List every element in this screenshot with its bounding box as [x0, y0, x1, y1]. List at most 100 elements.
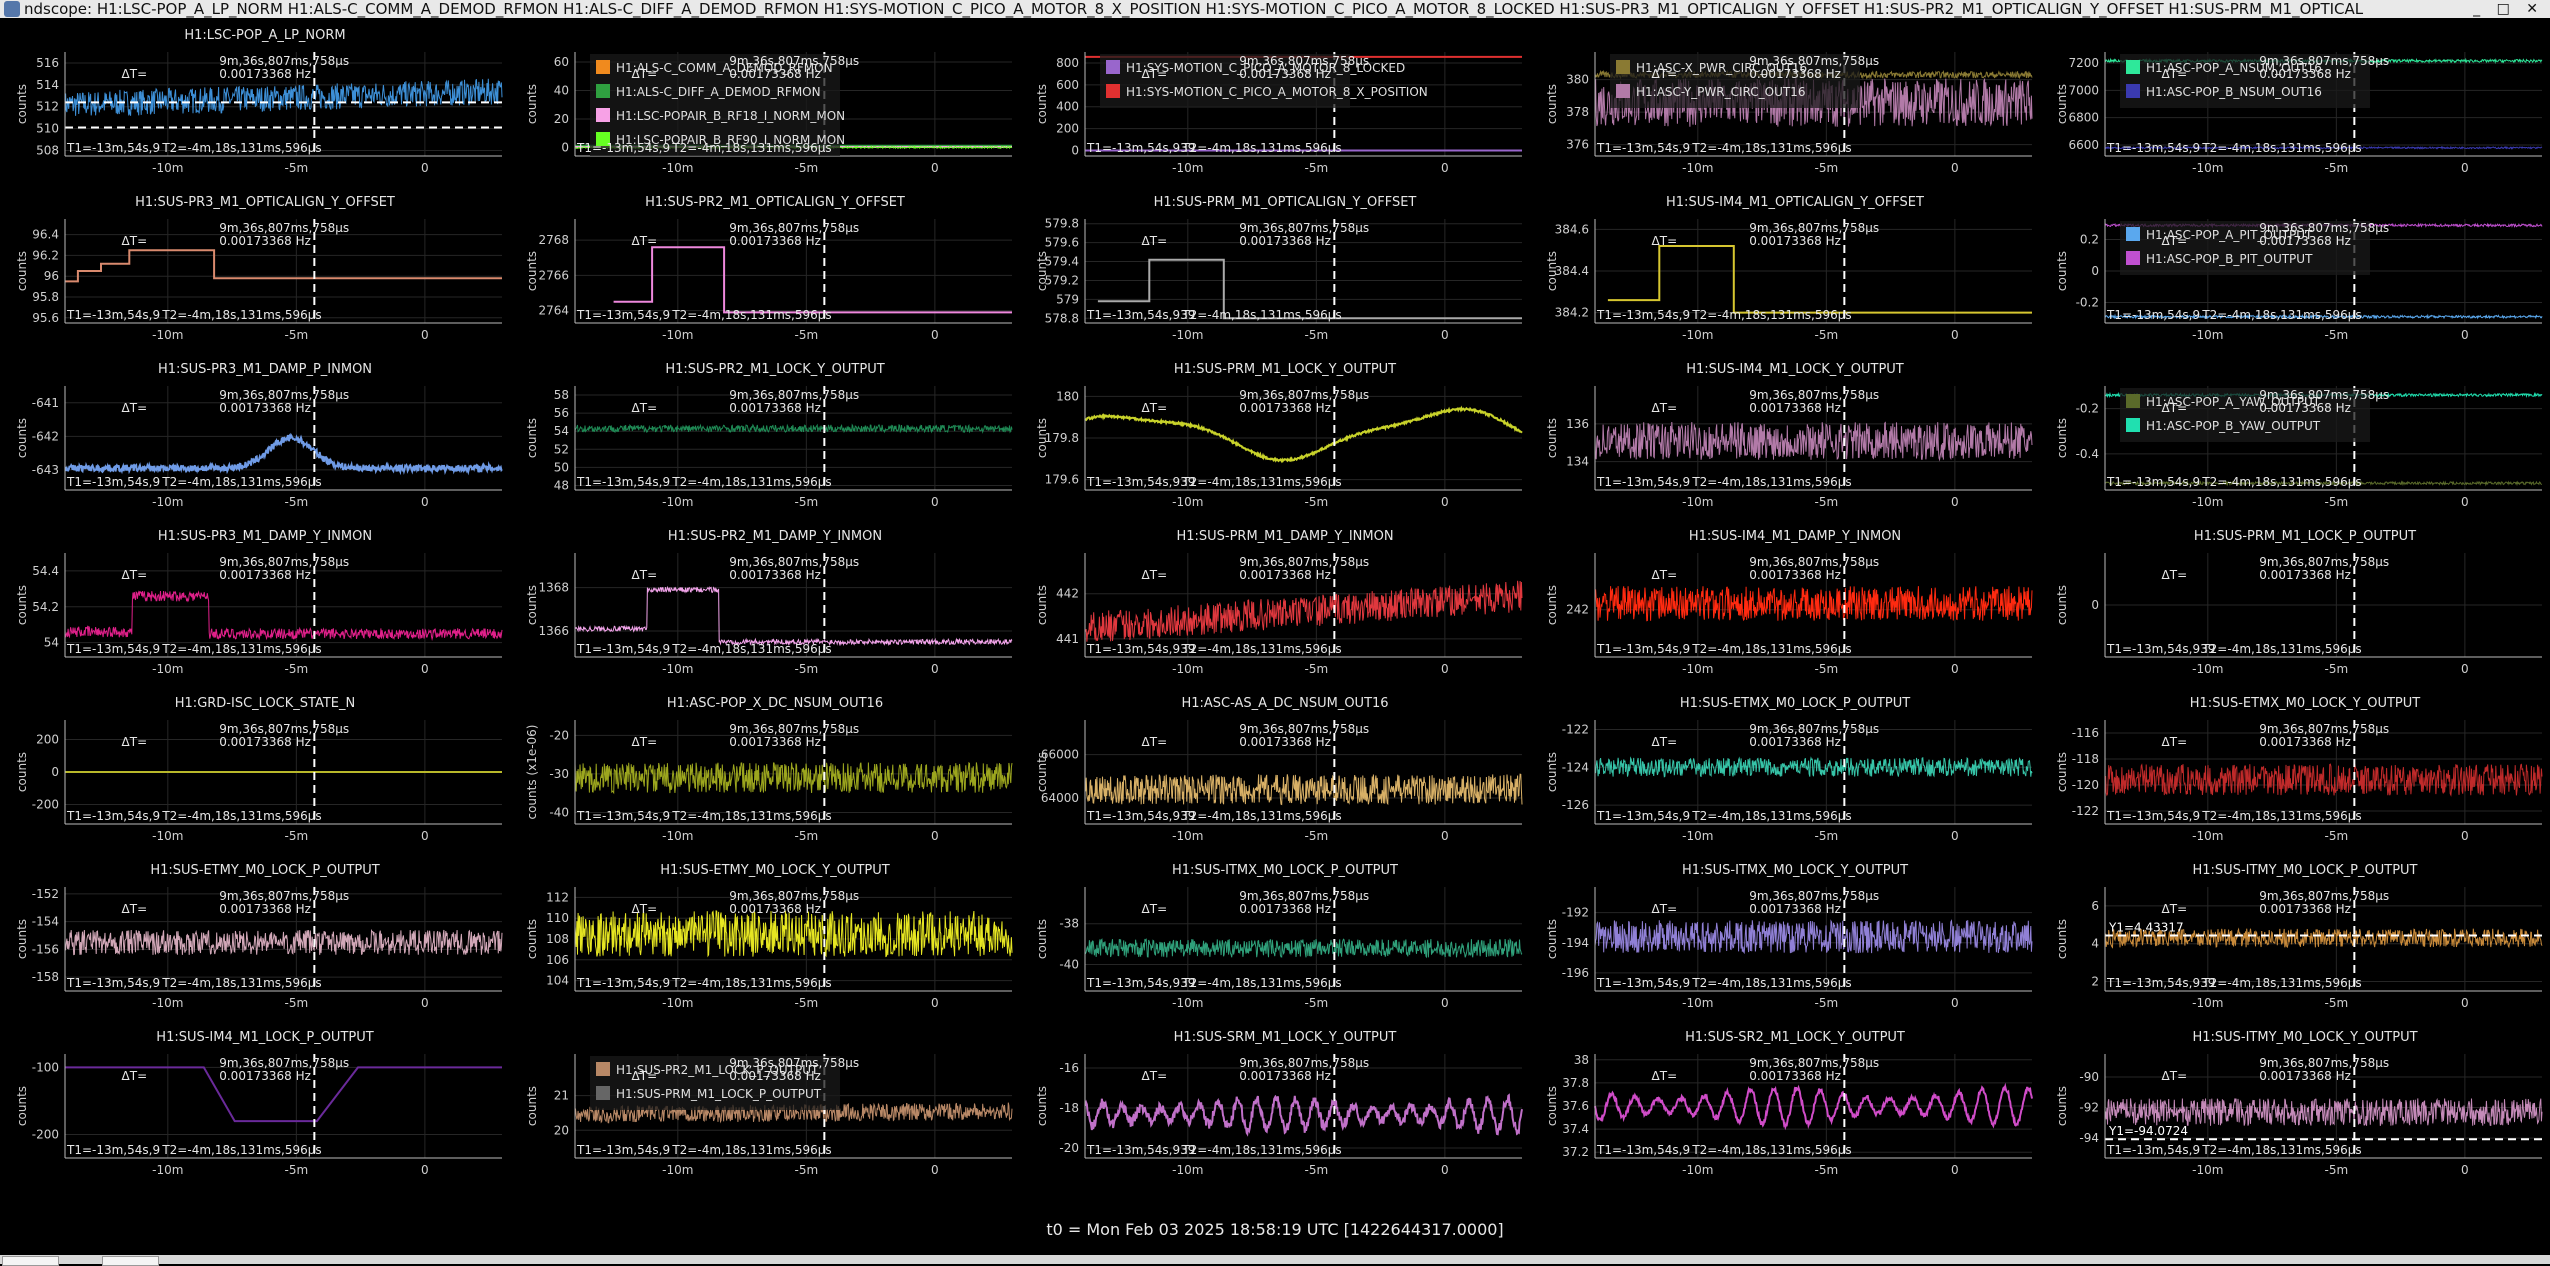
x-tick-label: 0 — [931, 662, 939, 676]
y-tick-label: -92 — [2079, 1101, 2099, 1115]
delta-t-label: ΔT= — [1652, 1069, 1678, 1083]
frequency-readout: 0.00173368 Hz — [2259, 67, 2351, 81]
frequency-readout: 0.00173368 Hz — [729, 568, 821, 582]
y-tick-label: 104 — [546, 974, 569, 988]
x-tick-label: -10m — [662, 161, 693, 175]
x-tick-label: -5m — [285, 495, 309, 509]
y-tick-label: -40 — [1059, 957, 1079, 971]
x-tick-label: 0 — [1951, 829, 1959, 843]
legend-entry: H1:SYS-MOTION_C_PICO_A_MOTOR_8_X_POSITIO… — [1126, 85, 1428, 99]
x-tick-label: -10m — [662, 662, 693, 676]
t1-readout: T1=-13m,54s,9 — [66, 809, 160, 823]
x-tick-label: -10m — [1682, 1163, 1713, 1177]
legend-entry: H1:ASC-POP_B_NSUM_OUT16 — [2146, 85, 2322, 99]
x-tick-label: -10m — [152, 662, 183, 676]
x-tick-label: 0 — [2461, 662, 2469, 676]
t2-readout: T2=-4m,18s,131ms,596µs — [2201, 308, 2361, 322]
t2-readout: T2=-4m,18s,131ms,596µs — [1691, 141, 1851, 155]
legend-entry: H1:ASC-POP_A_YAW_OUTPUT — [2146, 395, 2321, 409]
y-tick-label: -0.2 — [2076, 402, 2099, 416]
t2-readout: T2=-4m,18s,131ms,596µs — [2201, 809, 2361, 823]
x-tick-label: 0 — [1951, 495, 1959, 509]
y-tick-label: 579.6 — [1045, 236, 1079, 250]
plot-title: H1:SUS-PR3_M1_DAMP_Y_INMON — [158, 529, 372, 544]
series-line — [2104, 479, 2543, 487]
x-tick-label: -5m — [2325, 1163, 2349, 1177]
x-tick-label: -5m — [1815, 161, 1839, 175]
legend-swatch — [2126, 251, 2140, 265]
delta-t-value: 9m,36s,807ms,758µs — [219, 555, 349, 569]
y-tick-label: -18 — [1059, 1101, 1079, 1115]
y-axis-label: counts — [2055, 251, 2069, 291]
t2-readout: T2=-4m,18s,131ms,596µs — [1181, 141, 1341, 155]
delta-t-label: ΔT= — [1652, 902, 1678, 916]
frequency-readout: 0.00173368 Hz — [1239, 902, 1331, 916]
y-axis-label: counts — [1545, 418, 1559, 458]
series-line — [1084, 773, 1523, 806]
y-axis-label: counts — [525, 251, 539, 291]
x-tick-label: -5m — [1305, 996, 1329, 1010]
delta-t-value: 9m,36s,807ms,758µs — [729, 388, 859, 402]
y-tick-label: -16 — [1059, 1061, 1079, 1075]
delta-t-label: ΔT= — [632, 234, 658, 248]
frequency-readout: 0.00173368 Hz — [1239, 568, 1331, 582]
legend-swatch — [2126, 227, 2140, 241]
x-tick-label: -5m — [1815, 328, 1839, 342]
y-tick-label: -643 — [32, 463, 59, 477]
window-controls[interactable]: _ □ ✕ — [2467, 0, 2550, 18]
x-tick-label: 0 — [1951, 328, 1959, 342]
status-tab[interactable] — [2, 1256, 59, 1266]
delta-t-value: 9m,36s,807ms,758µs — [729, 889, 859, 903]
status-tab[interactable] — [102, 1256, 159, 1266]
x-tick-label: -10m — [1682, 662, 1713, 676]
legend-box — [2120, 388, 2370, 442]
series-line — [64, 928, 503, 956]
t1-readout: T1=-13m,54s,9 — [576, 1143, 670, 1157]
delta-t-value: 9m,36s,807ms,758µs — [2259, 889, 2389, 903]
x-tick-label: -10m — [2192, 495, 2223, 509]
y-tick-label: 579.8 — [1045, 217, 1079, 231]
y-tick-label: -120 — [2072, 778, 2099, 792]
y-tick-label: 54.2 — [32, 600, 59, 614]
delta-t-value: 9m,36s,807ms,758µs — [1749, 221, 1879, 235]
x-tick-label: -10m — [2192, 662, 2223, 676]
y-tick-label: -200 — [32, 1128, 59, 1142]
x-tick-label: -5m — [1305, 1163, 1329, 1177]
y-axis-label: counts — [2055, 84, 2069, 124]
y-tick-label: -156 — [32, 942, 59, 956]
t1-readout: T1=-13m,54s,9 — [2106, 475, 2200, 489]
y-axis-label: counts — [2055, 1086, 2069, 1126]
y-tick-label: 516 — [36, 56, 59, 70]
y-tick-label: 242 — [1566, 603, 1589, 617]
delta-t-label: ΔT= — [1652, 67, 1678, 81]
series-line — [1097, 258, 1522, 320]
y-tick-label: 2766 — [538, 268, 569, 282]
delta-t-label: ΔT= — [122, 568, 148, 582]
plot-title: H1:SUS-PR2_M1_OPTICALIGN_Y_OFFSET — [645, 195, 905, 210]
x-tick-label: -5m — [2325, 996, 2349, 1010]
y-tick-label: 60 — [554, 55, 569, 69]
x-tick-label: 0 — [421, 495, 429, 509]
x-tick-label: -5m — [2325, 161, 2349, 175]
t2-readout: T2=-4m,18s,131ms,596µs — [1181, 1143, 1341, 1157]
y-tick-label: -200 — [32, 798, 59, 812]
x-tick-label: 0 — [421, 829, 429, 843]
delta-t-label: ΔT= — [122, 735, 148, 749]
plot-title: H1:SUS-IM4_M1_OPTICALIGN_Y_OFFSET — [1666, 195, 1924, 210]
plot-title: H1:SUS-ITMY_M0_LOCK_Y_OUTPUT — [2192, 1030, 2417, 1045]
t2-readout: T2=-4m,18s,131ms,596µs — [1181, 475, 1341, 489]
x-tick-label: -10m — [152, 161, 183, 175]
y-tick-label: -641 — [32, 396, 59, 410]
y-tick-label: 108 — [546, 932, 569, 946]
t2-readout: T2=-4m,18s,131ms,596µs — [2201, 1143, 2361, 1157]
legend-box — [590, 1056, 840, 1110]
y-tick-label: 6600 — [2068, 138, 2099, 152]
y-tick-label: -38 — [1059, 917, 1079, 931]
y-tick-label: 578.8 — [1045, 311, 1079, 325]
x-tick-label: 0 — [421, 996, 429, 1010]
y-tick-label: 2764 — [538, 304, 569, 318]
plot-title: H1:SUS-ETMY_M0_LOCK_Y_OUTPUT — [660, 863, 890, 878]
frequency-readout: 0.00173368 Hz — [1239, 67, 1331, 81]
legend-entry: H1:ASC-POP_B_YAW_OUTPUT — [2146, 419, 2321, 433]
legend-entry: H1:ASC-Y_PWR_CIRC_OUT16 — [1636, 85, 1805, 99]
